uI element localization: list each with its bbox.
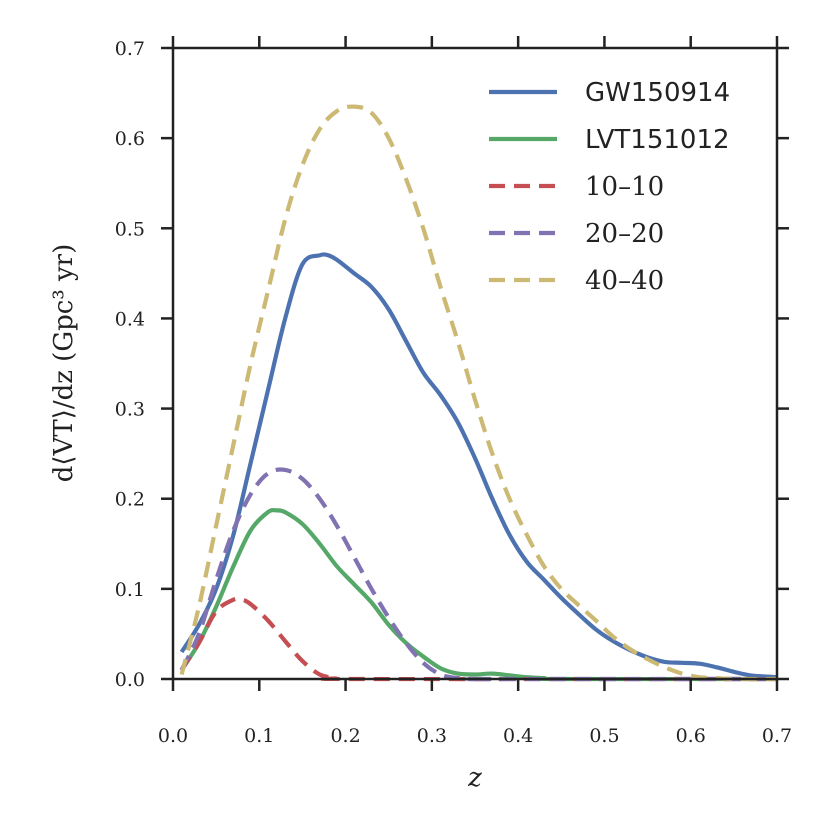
legend-label: 40–40 (585, 266, 664, 296)
y-tick-label: 0.1 (115, 579, 145, 601)
y-tick-label: 0.2 (115, 489, 145, 511)
y-tick-label: 0.3 (115, 399, 145, 421)
tick-layer: 0.0 0.1 0.2 0.3 0.4 0.5 0.6 0.7 0.0 0.1 0.2 0.3 0.4 0… (115, 36, 792, 747)
series-line-20-20 (179, 467, 777, 682)
y-tick-label: 0.5 (115, 218, 145, 240)
legend-entry-40-40: 40–40 (489, 266, 664, 296)
legend-entry-20-20: 20–20 (489, 219, 664, 249)
x-tick-label: 0.1 (244, 725, 274, 747)
legend-entry-gw150914: GW150914 (489, 78, 730, 108)
legend-entry-lvt151012: LVT151012 (489, 125, 730, 155)
series-layer (179, 104, 778, 682)
legend-label: LVT151012 (585, 125, 730, 155)
plot-frame (171, 46, 779, 681)
x-tick-label: 0.2 (330, 725, 360, 747)
legend-label: 10–10 (585, 172, 664, 202)
series-line-gw150914 (179, 252, 778, 680)
y-tick-label: 0.0 (115, 669, 145, 691)
x-tick-label: 0.5 (589, 725, 619, 747)
series-line-lvt151012 (179, 507, 778, 682)
legend-entry-10-10: 10–10 (489, 172, 664, 202)
legend-label: GW150914 (585, 78, 730, 108)
legend-label: 20–20 (585, 219, 664, 249)
y-tick-label: 0.7 (115, 38, 145, 60)
x-tick-label: 0.3 (417, 725, 447, 747)
y-axis-label: d⟨VT⟩/dz (Gpc³ yr) (49, 244, 79, 482)
x-tick-label: 0.6 (676, 725, 706, 747)
x-tick-label: 0.0 (158, 725, 188, 747)
series-line-10-10 (179, 596, 778, 682)
x-tick-label: 0.7 (762, 725, 792, 747)
x-tick-label: 0.4 (503, 725, 533, 747)
y-tick-label: 0.4 (115, 308, 145, 330)
x-axis-label: z (467, 763, 482, 793)
series-line-40-40 (179, 104, 778, 682)
y-tick-label: 0.6 (115, 128, 145, 150)
legend: GW150914 LVT151012 10–10 20–20 40–40 (489, 78, 730, 296)
